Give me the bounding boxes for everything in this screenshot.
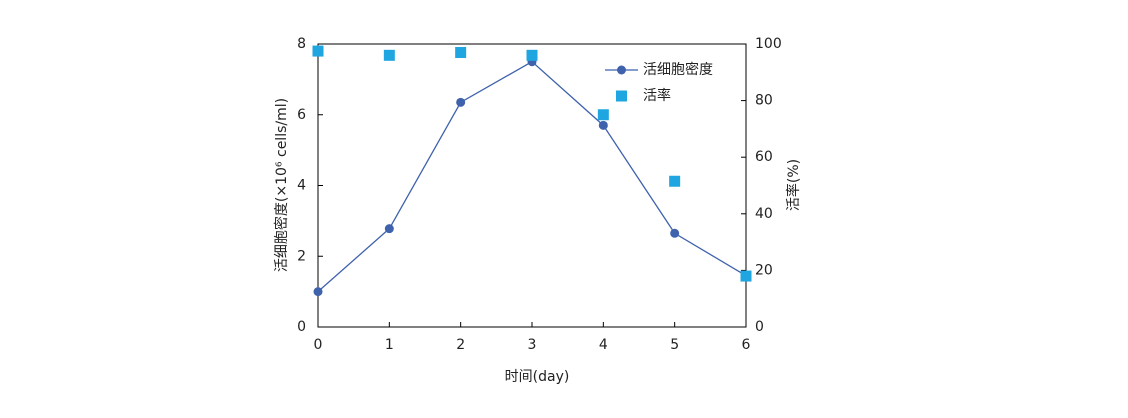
data-point (456, 97, 466, 107)
y2-tick-label: 100 (755, 36, 782, 52)
data-point (313, 287, 323, 297)
plot-frame (317, 43, 747, 328)
x-tick-label: 0 (314, 337, 323, 353)
data-point (526, 49, 538, 61)
x-tick-label: 6 (742, 337, 751, 353)
data-point (312, 45, 324, 57)
x-tick-label: 1 (385, 337, 394, 353)
data-point (670, 228, 680, 238)
y2-tick-label: 0 (755, 319, 764, 335)
legend-label: 活率 (643, 87, 671, 104)
y-axis-label: 活细胞密度(×10⁶ cells/ml) (273, 98, 290, 272)
y-tick-label: 8 (297, 36, 306, 52)
data-point (598, 120, 608, 130)
y2-tick-label: 20 (755, 262, 773, 278)
data-point (669, 175, 681, 187)
x-tick-label: 3 (528, 337, 537, 353)
x-tick-label: 2 (456, 337, 465, 353)
y-tick-label: 2 (297, 248, 306, 264)
y-tick-label: 0 (297, 319, 306, 335)
data-point (384, 224, 394, 234)
data-point (455, 46, 467, 58)
legend-label: 活细胞密度 (643, 61, 713, 78)
y2-tick-label: 40 (755, 206, 773, 222)
data-point (740, 270, 752, 282)
legend-marker (617, 65, 626, 75)
series-line (317, 60, 747, 293)
data-point (383, 49, 395, 61)
y2-axis-label: 活率(%) (785, 159, 802, 211)
x-tick-label: 5 (670, 337, 679, 353)
x-tick-label: 4 (599, 337, 608, 353)
y-tick-label: 4 (297, 178, 306, 194)
legend-marker (616, 90, 627, 102)
data-point (597, 109, 609, 121)
y-tick-label: 6 (297, 107, 306, 123)
x-axis-label: 时间(day) (505, 369, 570, 385)
y2-tick-label: 60 (755, 149, 773, 165)
y2-tick-label: 80 (755, 93, 773, 109)
